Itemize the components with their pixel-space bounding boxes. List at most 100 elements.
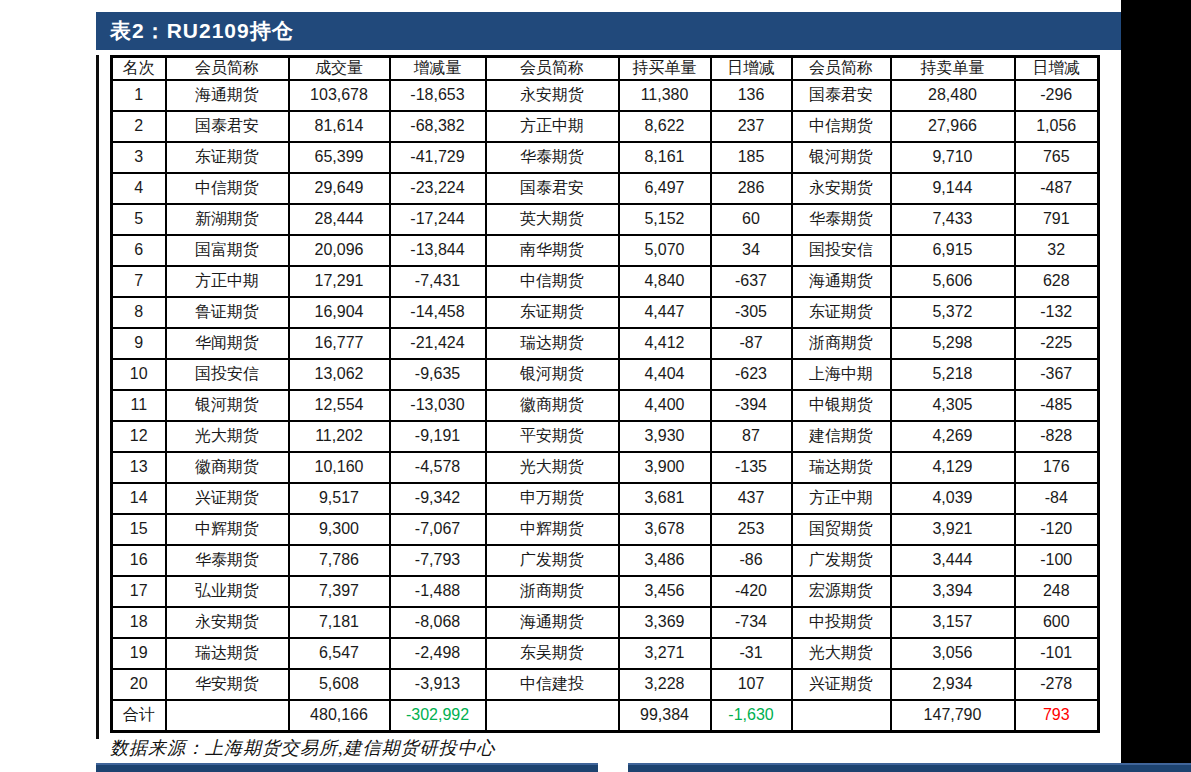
sell-member-cell: 广发期货 — [792, 545, 891, 576]
buy-volume-cell: 3,681 — [619, 483, 711, 514]
rank-cell: 19 — [112, 638, 166, 669]
table-row: 6国富期货20,096-13,844南华期货5,07034国投安信6,91532 — [112, 235, 1099, 266]
volume-member-cell: 方正中期 — [166, 266, 289, 297]
buy-change-cell: -637 — [711, 266, 792, 297]
total-sell-change-cell: 793 — [1015, 700, 1099, 732]
sell-change-cell: 628 — [1015, 266, 1099, 297]
sell-volume-cell: 3,444 — [891, 545, 1015, 576]
volume-cell: 28,444 — [289, 204, 390, 235]
buy-volume-cell: 3,678 — [619, 514, 711, 545]
volume-member-cell: 新湖期货 — [166, 204, 289, 235]
volume-member-cell: 兴证期货 — [166, 483, 289, 514]
table-row: 15中辉期货9,300-7,067中辉期货3,678253国贸期货3,921-1… — [112, 514, 1099, 545]
buy-member-cell: 东吴期货 — [486, 638, 619, 669]
volume-change-cell: -41,729 — [390, 142, 486, 173]
volume-change-cell: -7,793 — [390, 545, 486, 576]
sell-change-cell: 248 — [1015, 576, 1099, 607]
volume-member-cell: 中辉期货 — [166, 514, 289, 545]
sell-change-cell: -278 — [1015, 669, 1099, 700]
buy-change-cell: -86 — [711, 545, 792, 576]
volume-cell: 13,062 — [289, 359, 390, 390]
buy-member-cell: 瑞达期货 — [486, 328, 619, 359]
volume-member-cell: 国富期货 — [166, 235, 289, 266]
rank-cell: 6 — [112, 235, 166, 266]
rank-cell: 16 — [112, 545, 166, 576]
sell-member-cell: 海通期货 — [792, 266, 891, 297]
table-container: 名次会员简称成交量增减量会员简称持买单量日增减会员简称持卖单量日增减 1海通期货… — [110, 55, 1097, 733]
table-row: 9华闻期货16,777-21,424瑞达期货4,412-87浙商期货5,298-… — [112, 328, 1099, 359]
volume-member-cell: 中信期货 — [166, 173, 289, 204]
header-row: 名次会员简称成交量增减量会员简称持买单量日增减会员简称持卖单量日增减 — [112, 57, 1099, 81]
volume-member-cell: 国泰君安 — [166, 111, 289, 142]
table-row: 5新湖期货28,444-17,244英大期货5,15260华泰期货7,43379… — [112, 204, 1099, 235]
volume-change-cell: -68,382 — [390, 111, 486, 142]
rank-cell: 8 — [112, 297, 166, 328]
sell-change-cell: -828 — [1015, 421, 1099, 452]
buy-member-cell: 中辉期货 — [486, 514, 619, 545]
column-header-buy-member: 会员简称 — [486, 57, 619, 81]
buy-volume-cell: 5,070 — [619, 235, 711, 266]
buy-volume-cell: 3,930 — [619, 421, 711, 452]
buy-volume-cell: 11,380 — [619, 80, 711, 111]
volume-change-cell: -2,498 — [390, 638, 486, 669]
sell-member-cell: 浙商期货 — [792, 328, 891, 359]
volume-cell: 10,160 — [289, 452, 390, 483]
table-row: 13徽商期货10,160-4,578光大期货3,900-135瑞达期货4,129… — [112, 452, 1099, 483]
buy-member-cell: 国泰君安 — [486, 173, 619, 204]
total-volume-member-cell — [166, 700, 289, 732]
table-header: 名次会员简称成交量增减量会员简称持买单量日增减会员简称持卖单量日增减 — [112, 57, 1099, 81]
table-body: 1海通期货103,678-18,653永安期货11,380136国泰君安28,4… — [112, 80, 1099, 732]
sell-volume-cell: 4,269 — [891, 421, 1015, 452]
volume-cell: 9,517 — [289, 483, 390, 514]
rank-cell: 12 — [112, 421, 166, 452]
table-row: 7方正中期17,291-7,431中信期货4,840-637海通期货5,6066… — [112, 266, 1099, 297]
sell-member-cell: 东证期货 — [792, 297, 891, 328]
rank-cell: 7 — [112, 266, 166, 297]
table-row: 1海通期货103,678-18,653永安期货11,380136国泰君安28,4… — [112, 80, 1099, 111]
volume-cell: 11,202 — [289, 421, 390, 452]
buy-member-cell: 英大期货 — [486, 204, 619, 235]
sell-volume-cell: 27,966 — [891, 111, 1015, 142]
buy-member-cell: 永安期货 — [486, 80, 619, 111]
sell-member-cell: 上海中期 — [792, 359, 891, 390]
volume-change-cell: -18,653 — [390, 80, 486, 111]
buy-member-cell: 光大期货 — [486, 452, 619, 483]
sell-change-cell: 765 — [1015, 142, 1099, 173]
sell-member-cell: 兴证期货 — [792, 669, 891, 700]
buy-change-cell: 253 — [711, 514, 792, 545]
sell-volume-cell: 3,157 — [891, 607, 1015, 638]
buy-volume-cell: 3,369 — [619, 607, 711, 638]
sell-volume-cell: 4,129 — [891, 452, 1015, 483]
total-buy-volume-cell: 99,384 — [619, 700, 711, 732]
volume-cell: 9,300 — [289, 514, 390, 545]
volume-change-cell: -13,030 — [390, 390, 486, 421]
volume-cell: 6,547 — [289, 638, 390, 669]
volume-change-cell: -23,224 — [390, 173, 486, 204]
volume-cell: 7,397 — [289, 576, 390, 607]
sell-member-cell: 国贸期货 — [792, 514, 891, 545]
volume-cell: 12,554 — [289, 390, 390, 421]
buy-volume-cell: 3,456 — [619, 576, 711, 607]
sell-volume-cell: 28,480 — [891, 80, 1015, 111]
volume-change-cell: -9,635 — [390, 359, 486, 390]
volume-change-cell: -9,342 — [390, 483, 486, 514]
column-header-volume: 成交量 — [289, 57, 390, 81]
sell-change-cell: -120 — [1015, 514, 1099, 545]
table-row: 20华安期货5,608-3,913中信建投3,228107兴证期货2,934-2… — [112, 669, 1099, 700]
rank-cell: 5 — [112, 204, 166, 235]
report-page: 表2：RU2109持仓 名次会员简称成交量增减量会员简称持买单量日增减会员简称持… — [0, 0, 1191, 772]
volume-member-cell: 国投安信 — [166, 359, 289, 390]
table-row: 4中信期货29,649-23,224国泰君安6,497286永安期货9,144-… — [112, 173, 1099, 204]
volume-change-cell: -7,067 — [390, 514, 486, 545]
buy-change-cell: 136 — [711, 80, 792, 111]
sell-change-cell: -367 — [1015, 359, 1099, 390]
buy-volume-cell: 4,412 — [619, 328, 711, 359]
buy-volume-cell: 3,900 — [619, 452, 711, 483]
table-title-bar: 表2：RU2109持仓 — [96, 12, 1121, 50]
volume-member-cell: 东证期货 — [166, 142, 289, 173]
volume-change-cell: -4,578 — [390, 452, 486, 483]
sell-change-cell: 32 — [1015, 235, 1099, 266]
buy-member-cell: 申万期货 — [486, 483, 619, 514]
buy-change-cell: 437 — [711, 483, 792, 514]
sell-member-cell: 宏源期货 — [792, 576, 891, 607]
